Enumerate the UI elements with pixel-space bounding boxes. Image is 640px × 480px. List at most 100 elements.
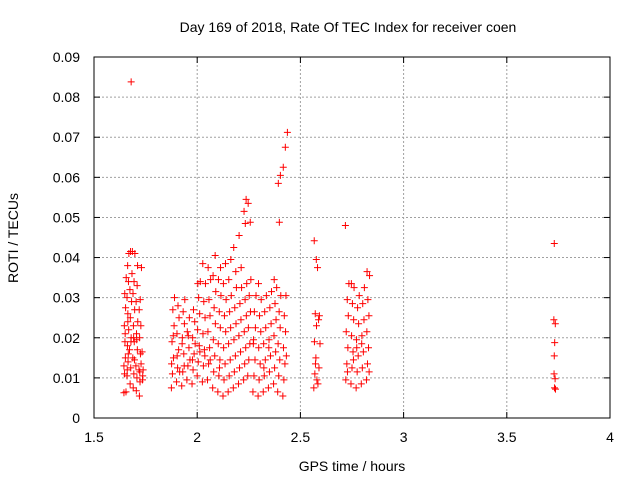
data-point [133, 330, 141, 338]
data-point [222, 328, 230, 336]
data-point [358, 364, 366, 372]
data-point [125, 326, 133, 334]
data-point [226, 356, 234, 364]
data-point [342, 376, 350, 384]
data-point [214, 340, 222, 348]
data-point [271, 300, 279, 308]
data-point [282, 352, 290, 360]
data-point [221, 360, 229, 368]
data-point [354, 304, 362, 312]
data-point [274, 340, 282, 348]
data-point [169, 306, 177, 314]
data-point [341, 221, 349, 229]
data-point [204, 376, 212, 384]
data-point [124, 262, 132, 270]
data-point [210, 304, 218, 312]
data-point [226, 308, 234, 316]
data-point [279, 163, 287, 171]
data-point [227, 256, 235, 264]
data-point [353, 368, 361, 376]
data-point [212, 288, 220, 296]
data-point [209, 272, 217, 280]
data-point [245, 356, 253, 364]
data-point [194, 280, 202, 288]
data-point [179, 308, 187, 316]
data-point [259, 388, 267, 396]
data-point [264, 384, 272, 392]
data-point [173, 330, 181, 338]
y-tick-label: 0 [72, 410, 80, 426]
data-point [234, 380, 242, 388]
data-point [174, 364, 182, 372]
data-point [274, 179, 282, 187]
data-point [279, 344, 287, 352]
data-point [225, 372, 233, 380]
data-point [174, 302, 182, 310]
data-point [134, 262, 142, 270]
data-point [224, 388, 232, 396]
data-point [201, 352, 209, 360]
data-point [169, 332, 177, 340]
data-point [207, 276, 215, 284]
data-point [133, 374, 141, 382]
data-point [209, 336, 217, 344]
x-tick-label: 3 [400, 429, 408, 445]
data-point [134, 318, 142, 326]
data-point [344, 312, 352, 320]
data-point [231, 304, 239, 312]
data-point [315, 316, 323, 324]
data-point [200, 346, 208, 354]
data-point [124, 358, 132, 366]
y-axis-label: ROTI / TECUs [5, 193, 21, 283]
data-point [280, 312, 288, 320]
data-point [348, 300, 356, 308]
data-point [353, 336, 361, 344]
data-point [316, 340, 324, 348]
data-point [365, 312, 373, 320]
data-point [347, 280, 355, 288]
data-point [211, 252, 219, 260]
data-point [262, 292, 270, 300]
data-point [242, 312, 250, 320]
data-point [183, 328, 191, 336]
data-point [365, 368, 373, 376]
data-point [266, 304, 274, 312]
data-point [132, 362, 140, 370]
data-point [137, 360, 145, 368]
data-point [170, 294, 178, 302]
data-point [237, 264, 245, 272]
data-point [283, 128, 291, 136]
x-tick-label: 1.5 [84, 429, 104, 445]
data-point [282, 292, 290, 300]
data-point [342, 328, 350, 336]
data-point [552, 385, 560, 393]
data-point [136, 334, 144, 342]
data-point [312, 354, 320, 362]
data-point [257, 328, 265, 336]
data-point [237, 316, 245, 324]
data-point [315, 364, 323, 372]
data-point [247, 276, 255, 284]
data-point [276, 171, 284, 179]
data-point [193, 372, 201, 380]
data-point [265, 368, 273, 376]
data-point [195, 294, 203, 302]
data-point [196, 310, 204, 318]
data-point [260, 340, 268, 348]
data-point [132, 387, 140, 395]
data-point [221, 260, 229, 268]
data-point [276, 356, 284, 364]
data-point [183, 376, 191, 384]
data-point [550, 370, 558, 378]
data-point [272, 348, 280, 356]
data-point [235, 332, 243, 340]
data-point [126, 286, 134, 294]
data-point [249, 388, 257, 396]
data-point [133, 346, 141, 354]
data-point [136, 296, 144, 304]
data-point [216, 356, 224, 364]
data-point [550, 316, 558, 324]
data-point [315, 312, 323, 320]
data-point [273, 284, 281, 292]
y-tick-labels: 0 0.01 0.02 0.03 0.04 0.05 0.06 0.07 0.08 0.09 [53, 49, 80, 426]
